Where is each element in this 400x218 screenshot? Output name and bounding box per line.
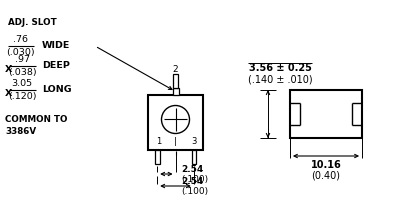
Text: (0.40): (0.40) — [312, 170, 340, 180]
Text: 2.54: 2.54 — [182, 165, 204, 174]
Text: ADJ. SLOT: ADJ. SLOT — [8, 19, 57, 27]
Text: (.140 ± .010): (.140 ± .010) — [248, 74, 312, 84]
Text: .97: .97 — [14, 56, 30, 65]
Text: LONG: LONG — [42, 85, 72, 94]
Text: |: | — [174, 138, 177, 146]
Text: 3386V: 3386V — [5, 126, 36, 136]
Text: (.100): (.100) — [182, 187, 209, 196]
Text: (.038): (.038) — [8, 68, 36, 78]
Text: (.100): (.100) — [182, 174, 209, 184]
Text: 10.16: 10.16 — [311, 160, 341, 170]
Bar — [192, 150, 196, 164]
Text: 2: 2 — [173, 65, 178, 73]
Text: WIDE: WIDE — [42, 41, 70, 51]
Bar — [290, 90, 362, 138]
Bar — [148, 95, 203, 150]
Text: (.120): (.120) — [8, 92, 36, 102]
Bar — [172, 88, 178, 95]
Bar — [155, 150, 160, 164]
Text: 3.56 ± 0.25: 3.56 ± 0.25 — [248, 63, 312, 73]
Text: DEEP: DEEP — [42, 61, 70, 70]
Text: 3.05: 3.05 — [12, 80, 32, 89]
Text: 2.54: 2.54 — [182, 177, 204, 186]
Text: X: X — [5, 65, 12, 75]
Text: 3: 3 — [191, 138, 196, 146]
Text: 1: 1 — [156, 138, 161, 146]
Text: .76: .76 — [12, 36, 28, 44]
Text: X: X — [5, 89, 12, 97]
Text: (.030): (.030) — [6, 48, 34, 58]
Text: COMMON TO: COMMON TO — [5, 116, 68, 124]
Bar — [173, 74, 178, 88]
